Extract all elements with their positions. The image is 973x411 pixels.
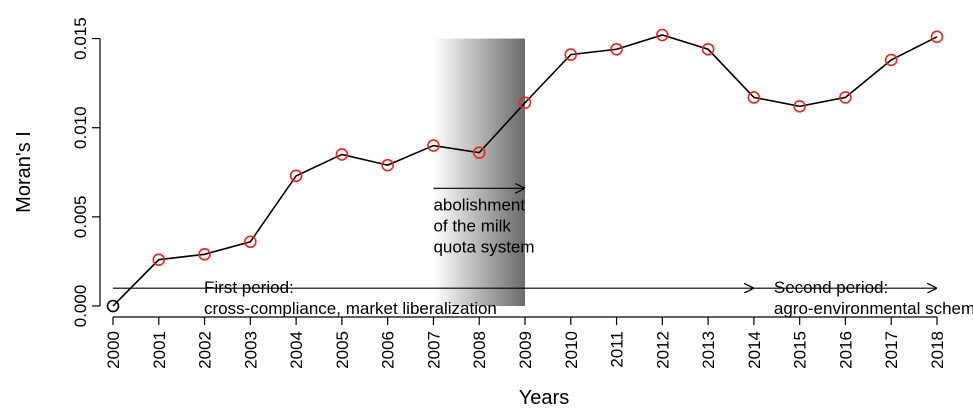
x-tick-label: 2006 <box>379 331 398 369</box>
annotation-text: abolishment <box>433 195 525 214</box>
point <box>335 148 349 161</box>
point <box>701 42 715 56</box>
x-tick-label: 2010 <box>562 331 581 369</box>
x-tick-label: 2005 <box>333 331 352 369</box>
annotation-text: quota system <box>433 237 534 256</box>
shaded-period <box>433 38 525 306</box>
annotation-text: Second period: <box>774 278 888 297</box>
point <box>518 96 532 110</box>
x-tick-label: 2003 <box>241 331 260 369</box>
x-tick-label: 2014 <box>745 331 764 369</box>
annotation-text: First period: <box>204 278 294 297</box>
x-tick-label: 2015 <box>791 331 810 369</box>
point <box>656 28 669 42</box>
x-tick-label: 2018 <box>928 331 947 369</box>
x-tick-label: 2000 <box>104 331 123 369</box>
x-tick-label: 2004 <box>287 331 306 369</box>
x-axis-label: Years <box>519 387 569 409</box>
x-tick-label: 2016 <box>836 331 855 369</box>
point <box>472 146 486 159</box>
x-tick-label: 2001 <box>150 331 169 369</box>
x-tick-label: 2008 <box>470 331 489 369</box>
line <box>112 34 938 307</box>
y-tick-label: 0.000 <box>71 285 90 328</box>
point <box>564 48 578 61</box>
point <box>289 169 303 183</box>
x-tick-label: 2009 <box>516 331 535 369</box>
x-tick-label: 2002 <box>196 331 215 369</box>
y-tick-label: 0.010 <box>71 106 90 149</box>
point <box>152 253 166 266</box>
x-tick-label: 2013 <box>699 331 718 369</box>
point <box>198 247 211 261</box>
annotation-text: of the milk <box>433 216 511 235</box>
x-tick-label: 2012 <box>653 331 672 369</box>
point <box>930 30 944 44</box>
x-tick-label: 2017 <box>882 331 901 369</box>
y-axis-label: Moran's I <box>13 131 35 213</box>
x-tick-label: 2011 <box>608 331 627 368</box>
point <box>884 53 898 67</box>
point <box>427 139 440 152</box>
point <box>610 42 623 56</box>
x-tick-label: 2007 <box>424 331 443 369</box>
point <box>793 100 806 113</box>
annotation-text: cross-compliance, market liberalization <box>204 299 497 318</box>
point <box>244 235 257 249</box>
annotation-text: agro-environmental schem <box>774 299 973 318</box>
point <box>381 158 394 172</box>
y-tick-label: 0.005 <box>71 196 90 239</box>
y-tick-label: 0.015 <box>71 17 90 60</box>
point <box>106 299 120 313</box>
point <box>747 91 761 104</box>
point <box>839 91 852 104</box>
